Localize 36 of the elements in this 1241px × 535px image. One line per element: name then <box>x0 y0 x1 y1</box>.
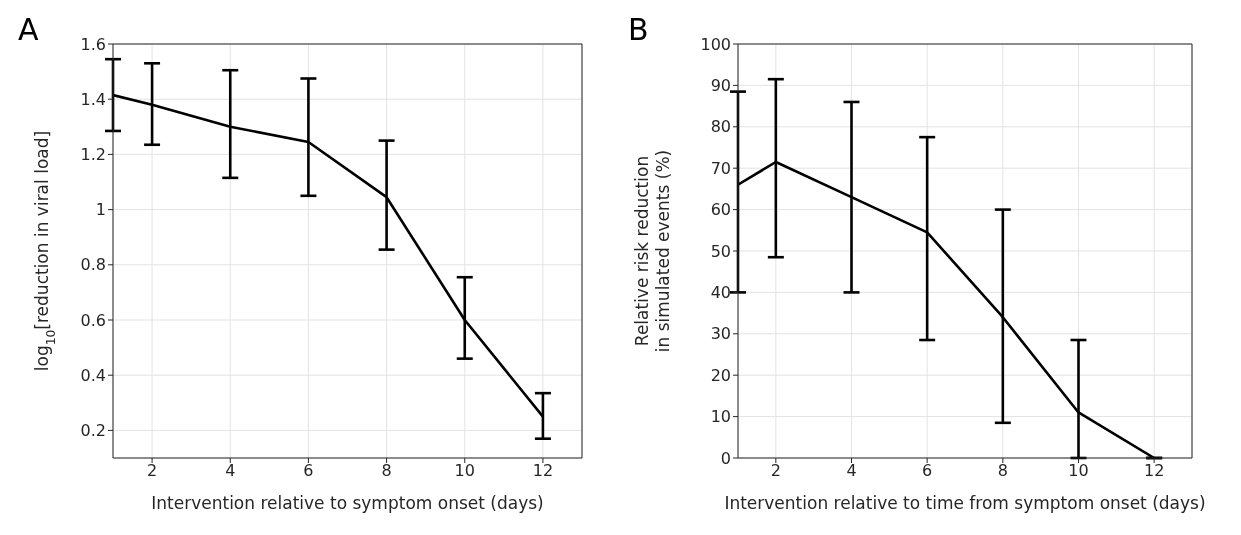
y-tick-label: 60 <box>710 200 731 220</box>
x-tick-label: 4 <box>846 461 857 481</box>
y-tick-label: 1.2 <box>80 145 106 165</box>
y-tick-label: 30 <box>710 324 731 344</box>
x-tick-label: 8 <box>997 461 1008 481</box>
y-tick-label: 1.4 <box>80 89 106 109</box>
y-tick-label: 80 <box>710 117 731 137</box>
y-tick-label: 1.6 <box>80 34 106 54</box>
y-tick-label: 10 <box>710 407 731 427</box>
y-tick-label: 90 <box>710 76 731 96</box>
y-tick-label: 20 <box>710 365 731 385</box>
y-tick-label: 0.6 <box>80 310 106 330</box>
y-tick-label: 1 <box>95 200 106 220</box>
y-tick-label: 0.8 <box>80 255 106 275</box>
x-tick-label: 10 <box>454 461 475 481</box>
y-tick-label: 40 <box>710 283 731 303</box>
y-tick-label: 0.4 <box>80 365 106 385</box>
y-tick-label: 0.2 <box>80 421 106 441</box>
text: B <box>628 12 649 47</box>
x-tick-label: 10 <box>1068 461 1089 481</box>
y-tick-label: 50 <box>710 241 731 261</box>
x-tick-label: 8 <box>381 461 392 481</box>
y-tick-label: 70 <box>710 158 731 178</box>
x-tick-label: 4 <box>225 461 236 481</box>
x-tick-label: 12 <box>1143 461 1165 481</box>
x-axis-title: Intervention relative to symptom onset (days) <box>151 493 544 513</box>
x-tick-label: 12 <box>532 461 554 481</box>
x-tick-label: 6 <box>303 461 314 481</box>
x-tick-label: 2 <box>146 461 158 481</box>
y-tick-label: 100 <box>700 34 731 54</box>
x-tick-label: 6 <box>922 461 933 481</box>
text: A <box>18 12 39 47</box>
x-tick-label: 2 <box>770 461 781 481</box>
x-axis-title: Intervention relative to time from symptom onset (days) <box>724 493 1206 513</box>
y-tick-label: 0 <box>720 448 731 468</box>
y-axis-title: Relative risk reduction in simulated events (%) <box>632 149 673 353</box>
